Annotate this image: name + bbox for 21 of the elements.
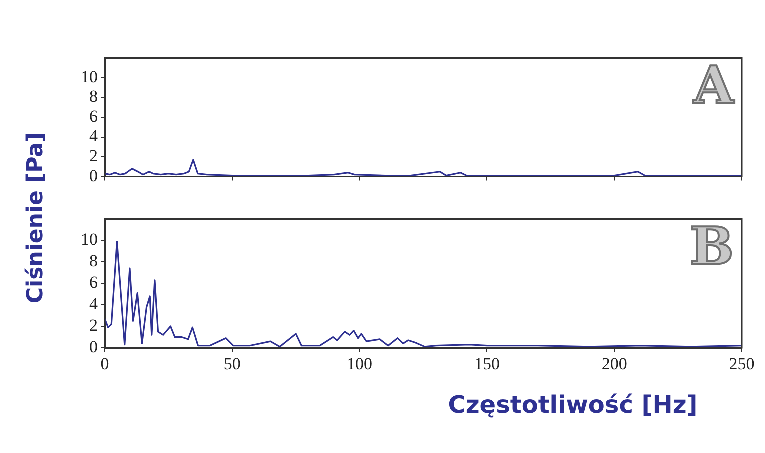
y-tick-label: 0 <box>90 337 98 356</box>
y-axis-title: Ciśnienie [Pa] <box>24 132 48 304</box>
y-tick-label: 2 <box>90 146 98 166</box>
annotation: B <box>690 216 734 278</box>
x-tick-label: 250 <box>729 354 755 374</box>
annotation: A <box>692 56 735 117</box>
y-tick-label: 6 <box>90 273 98 292</box>
y-tick-label: 10 <box>81 67 98 86</box>
y-tick-label: 8 <box>90 87 98 106</box>
x-axis-title: Częstotliwość [Hz] <box>448 391 698 419</box>
y-tick-label: 0 <box>90 166 98 186</box>
x-tick-label: 100 <box>347 354 373 374</box>
y-tick-label: 6 <box>90 106 98 126</box>
y-tick-label: 2 <box>90 316 98 335</box>
y-tick-label: 10 <box>81 230 98 250</box>
x-tick-label: 200 <box>602 354 628 374</box>
y-tick-label: 8 <box>90 252 98 271</box>
y-tick-label: 4 <box>90 126 98 146</box>
x-tick-label: 50 <box>224 354 241 374</box>
x-tick-label: 150 <box>474 354 500 374</box>
y-tick-label: 4 <box>90 294 98 314</box>
